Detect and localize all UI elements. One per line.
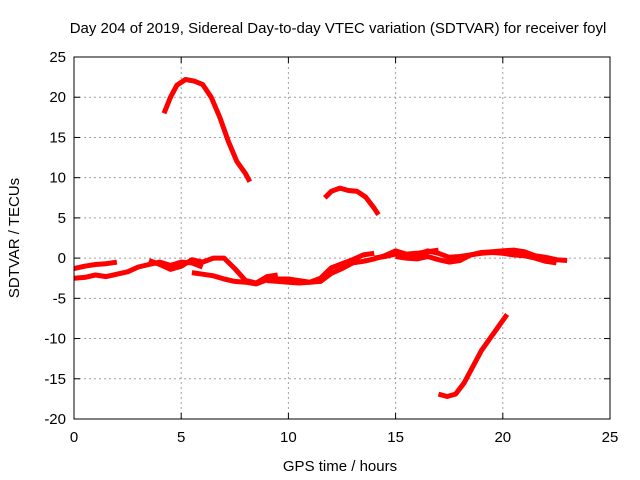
- plot-frame: [73, 56, 611, 420]
- y-tick-label: 15: [49, 129, 66, 146]
- axis-ticks: 0 5 10 15 20 25 -20 -15 -10 -5 0 5 10 15 20 25: [44, 49, 618, 446]
- chart-title: Day 204 of 2019, Sidereal Day-to-day VTE…: [70, 20, 607, 37]
- y-axis-label: SDTVAR / TECUs: [6, 178, 23, 298]
- y-tick-label: 20: [49, 89, 66, 106]
- y-tick-label: -15: [44, 371, 66, 388]
- x-tick-label: 10: [280, 429, 297, 446]
- y-tick-label: -20: [44, 411, 66, 428]
- series-line-arc-base-b: [73, 259, 204, 281]
- series-line-arc-base-a: [73, 259, 118, 272]
- series-line-arc-base-g: [395, 250, 557, 266]
- y-tick-label: 5: [58, 210, 66, 227]
- x-tick-label: 5: [177, 429, 185, 446]
- grid-lines: [74, 57, 610, 419]
- data-series: [73, 77, 568, 399]
- x-tick-label: 15: [387, 429, 404, 446]
- series-line-arc-high-peak: [161, 77, 253, 183]
- series-line-arc-base-d: [191, 250, 375, 287]
- series-line-arc-low-rise: [437, 312, 510, 399]
- y-tick-label: 25: [49, 49, 66, 66]
- series-line-arc-base-c: [148, 255, 279, 286]
- x-tick-label: 0: [70, 429, 78, 446]
- y-tick-label: 0: [58, 250, 66, 267]
- y-tick-label: -10: [44, 331, 66, 348]
- series-line-arc-mid-hump: [323, 185, 381, 217]
- x-tick-label: 25: [602, 429, 619, 446]
- x-tick-label: 20: [494, 429, 511, 446]
- x-axis-label: GPS time / hours: [283, 458, 397, 475]
- y-tick-label: -5: [53, 290, 66, 307]
- y-tick-label: 10: [49, 170, 66, 187]
